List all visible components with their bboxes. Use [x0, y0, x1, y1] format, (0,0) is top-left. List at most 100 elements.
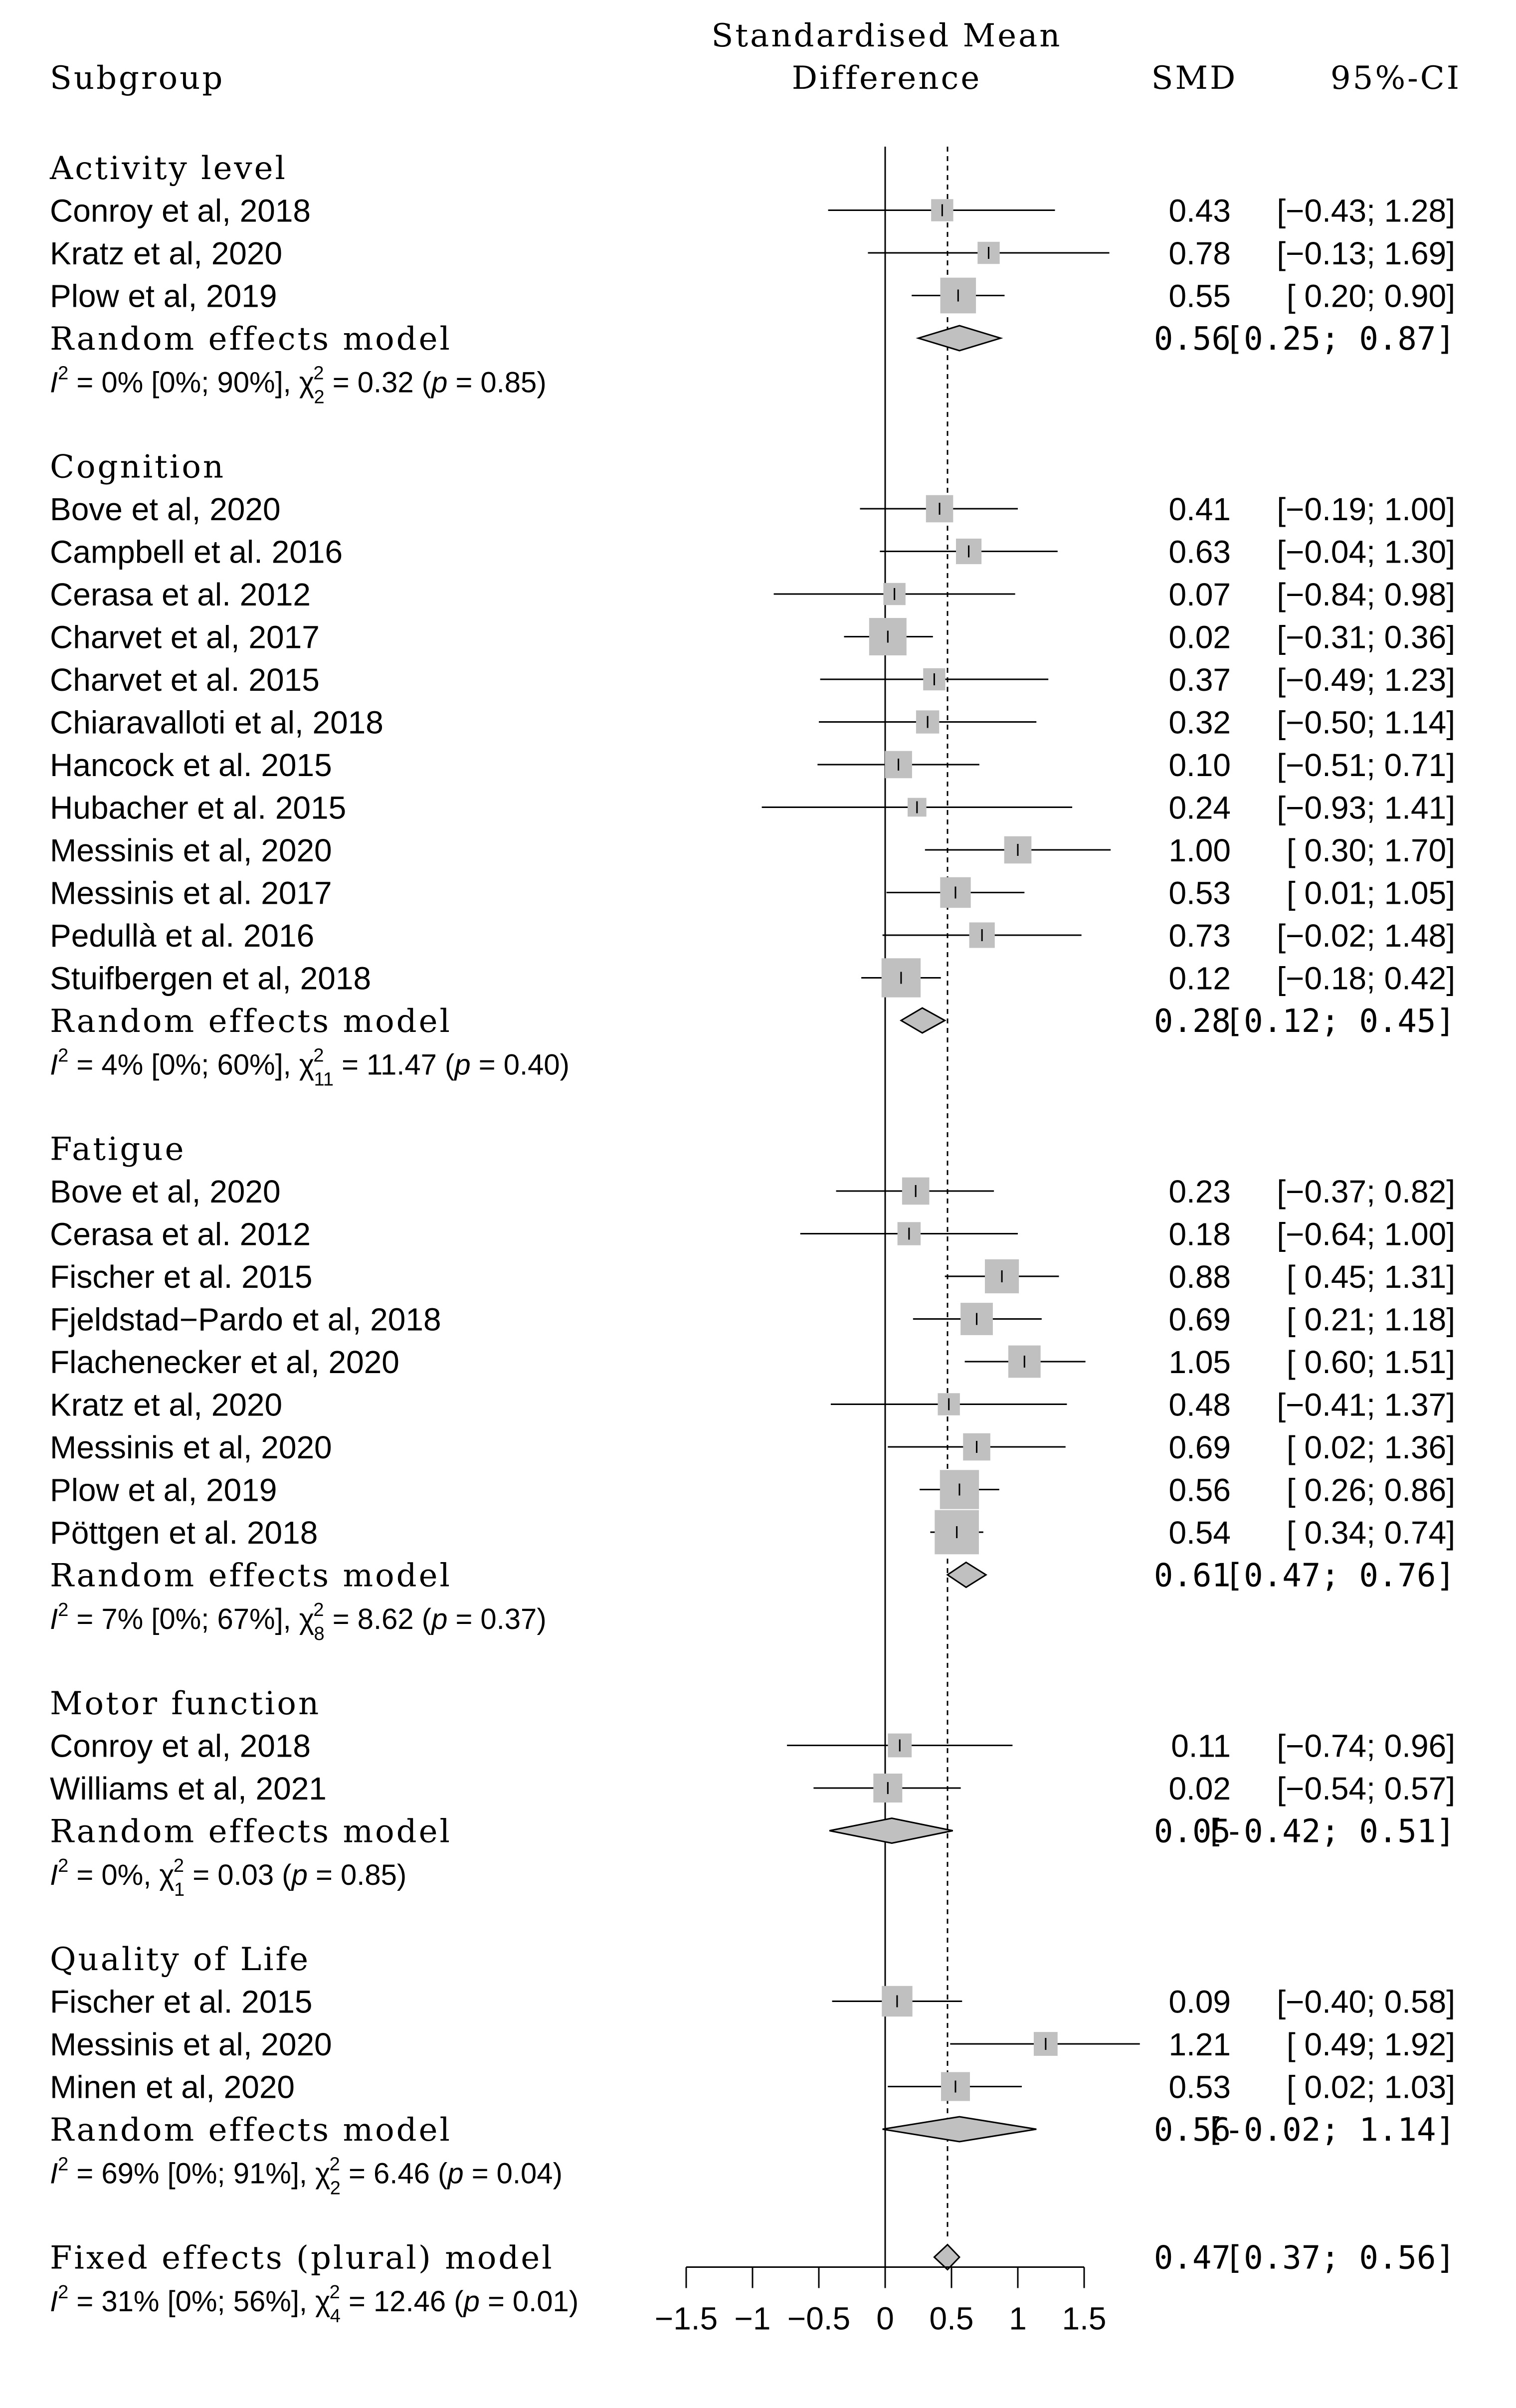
study-label: Chiaravalloti et al, 2018: [50, 705, 383, 741]
ci-value: [−0.50; 1.14]: [1277, 705, 1455, 741]
ci-value: [−0.43; 1.28]: [1277, 193, 1455, 229]
study-row: Cerasa et al. 2012 0.18 [−0.64; 1.00]: [50, 1216, 1455, 1252]
ci-value: [ 0.30; 1.70]: [1287, 832, 1455, 868]
smd-value: 1.00: [1168, 832, 1231, 868]
smd-value: 0.23: [1168, 1174, 1231, 1209]
subgroup-block: Quality of Life Fischer et al. 2015 0.09 [−…: [50, 1941, 1455, 2199]
ci-value: [ 0.02; 1.36]: [1287, 1429, 1455, 1465]
x-axis-tick-label: 1: [1009, 2301, 1027, 2337]
random-effects-model-diamond: [946, 1561, 987, 1589]
ci-value: [ 0.02; 1.03]: [1287, 2069, 1455, 2105]
smd-value: 0.41: [1168, 491, 1231, 527]
ci-value: [−0.93; 1.41]: [1277, 790, 1455, 826]
subgroup-title: Quality of Life: [50, 1941, 310, 1978]
study-row: Hubacher et al. 2015 0.24 [−0.93; 1.41]: [50, 790, 1455, 826]
ci-value: [−0.40; 0.58]: [1277, 1984, 1455, 2020]
study-row: Conroy et al, 2018 0.43 [−0.43; 1.28]: [50, 193, 1455, 229]
ci-value: [−0.02; 1.48]: [1277, 918, 1455, 954]
subgroup-block: Cognition Bove et al, 2020 0.41 [−0.19; 1.0…: [50, 449, 1455, 1090]
fixed-effects-model-smd: 0.47: [1154, 2240, 1231, 2277]
ci-value: [ 0.01; 1.05]: [1287, 875, 1455, 911]
study-label: Stuifbergen et al, 2018: [50, 961, 371, 997]
study-row: Stuifbergen et al, 2018 0.12 [−0.18; 0.42]: [50, 958, 1455, 998]
study-row: Bove et al, 2020 0.23 [−0.37; 0.82]: [50, 1174, 1455, 1209]
random-effects-model-diamond: [916, 325, 1003, 352]
ci-value: [−0.31; 0.36]: [1277, 619, 1455, 655]
random-effects-model-smd: 0.05: [1154, 1813, 1231, 1850]
random-effects-model: Random effects model 0.05[-0.42; 0.51]: [50, 1813, 1455, 1850]
study-row: Fischer et al. 2015 0.88 [ 0.45; 1.31]: [50, 1259, 1455, 1295]
random-effects-model-smd: 0.28: [1154, 1003, 1231, 1040]
x-axis-tick-label: 1.5: [1062, 2301, 1107, 2337]
smd-value: 1.05: [1168, 1344, 1231, 1380]
smd-value: 0.56: [1168, 1472, 1231, 1508]
fixed-effects-model: Fixed effects (plural) model 0.47[0.37; 0…: [50, 2240, 1455, 2277]
study-row: Plow et al, 2019 0.56 [ 0.26; 0.86]: [50, 1470, 1455, 1509]
study-label: Conroy et al, 2018: [50, 193, 311, 229]
study-row: Messinis et al, 2020 1.00 [ 0.30; 1.70]: [50, 832, 1455, 868]
random-effects-model-diamond: [899, 1007, 947, 1034]
overall-heterogeneity: I2 = 31% [0%; 56%], χ2 4 = 12.46 (p = 0.0…: [50, 2282, 578, 2327]
random-effects-model-label: Random effects model: [50, 2112, 452, 2149]
study-label: Bove et al, 2020: [50, 491, 281, 527]
smd-value: 0.63: [1168, 534, 1231, 570]
ci-value: [−0.37; 0.82]: [1277, 1174, 1455, 1209]
random-effects-model-label: Random effects model: [50, 1558, 452, 1595]
study-row: Charvet et al. 2015 0.37 [−0.49; 1.23]: [50, 662, 1455, 698]
subgroup-heterogeneity: I2 = 0%, χ2 1 = 0.03 (p = 0.85): [50, 1855, 406, 1900]
smd-value: 0.78: [1168, 235, 1231, 271]
study-label: Conroy et al, 2018: [50, 1728, 311, 1764]
x-axis-tick-label: 0.5: [930, 2301, 974, 2337]
study-label: Hancock et al. 2015: [50, 747, 332, 783]
effect-header-line2: Difference: [792, 60, 981, 97]
smd-value: 0.32: [1168, 705, 1231, 741]
smd-value: 0.24: [1168, 790, 1231, 826]
ci-value: [−0.64; 1.00]: [1277, 1216, 1455, 1252]
fixed-effects-model-ci: [0.37; 0.56]: [1225, 2240, 1455, 2277]
ci-value: [−0.19; 1.00]: [1277, 491, 1455, 527]
smd-value: 0.69: [1168, 1429, 1231, 1465]
smd-value: 0.88: [1168, 1259, 1231, 1295]
study-row: Williams et al, 2021 0.02 [−0.54; 0.57]: [50, 1771, 1455, 1806]
study-label: Kratz et al, 2020: [50, 1387, 282, 1423]
study-label: Plow et al, 2019: [50, 1472, 277, 1508]
study-label: Cerasa et al. 2012: [50, 1216, 311, 1252]
subgroup-heterogeneity: I2 = 0% [0%; 90%], χ2 2 = 0.32 (p = 0.85): [50, 363, 547, 408]
study-label: Cerasa et al. 2012: [50, 577, 311, 612]
study-label: Hubacher et al. 2015: [50, 790, 346, 826]
ci-value: [−0.49; 1.23]: [1277, 662, 1455, 698]
random-effects-model-label: Random effects model: [50, 1003, 452, 1040]
smd-value: 0.54: [1168, 1515, 1231, 1551]
random-effects-model: Random effects model 0.61[0.47; 0.76]: [50, 1558, 1455, 1595]
random-effects-model-ci: [0.47; 0.76]: [1225, 1558, 1455, 1595]
study-label: Plow et al, 2019: [50, 278, 277, 314]
study-label: Minen et al, 2020: [50, 2069, 295, 2105]
study-row: Flachenecker et al, 2020 1.05 [ 0.60; 1.51…: [50, 1344, 1455, 1380]
random-effects-model-smd: 0.56: [1154, 321, 1231, 358]
study-row: Conroy et al, 2018 0.11 [−0.74; 0.96]: [50, 1728, 1455, 1764]
smd-value: 0.53: [1168, 875, 1231, 911]
study-row: Messinis et al, 2020 0.69 [ 0.02; 1.36]: [50, 1429, 1455, 1465]
study-label: Kratz et al, 2020: [50, 235, 282, 271]
smd-value: 0.43: [1168, 193, 1231, 229]
smd-value: 0.02: [1168, 619, 1231, 655]
smd-value: 0.02: [1168, 1771, 1231, 1806]
study-label: Flachenecker et al, 2020: [50, 1344, 399, 1380]
subgroup-block: Fatigue Bove et al, 2020 0.23 [−0.37; 0.82]…: [50, 1131, 1455, 1645]
study-row: Campbell et al. 2016 0.63 [−0.04; 1.30]: [50, 534, 1455, 570]
smd-value: 0.09: [1168, 1984, 1231, 2020]
random-effects-model: Random effects model 0.28[0.12; 0.45]: [50, 1003, 1455, 1040]
forest-header: Subgroup Standardised Mean Difference SM…: [50, 17, 1459, 97]
fixed-effects-model-diamond: [933, 2243, 961, 2271]
study-row: Kratz et al, 2020 0.78 [−0.13; 1.69]: [50, 235, 1455, 271]
study-row: Pedullà et al. 2016 0.73 [−0.02; 1.48]: [50, 918, 1455, 954]
random-effects-model-label: Random effects model: [50, 321, 452, 358]
smd-value: 0.53: [1168, 2069, 1231, 2105]
smd-value: 0.12: [1168, 961, 1231, 997]
x-axis-tick-label: −1.5: [655, 2301, 718, 2337]
smd-value: 0.10: [1168, 747, 1231, 783]
study-row: Hancock et al. 2015 0.10 [−0.51; 0.71]: [50, 747, 1455, 783]
ci-value: [−0.13; 1.69]: [1277, 235, 1455, 271]
smd-value: 0.48: [1168, 1387, 1231, 1423]
ci-value: [−0.51; 0.71]: [1277, 747, 1455, 783]
